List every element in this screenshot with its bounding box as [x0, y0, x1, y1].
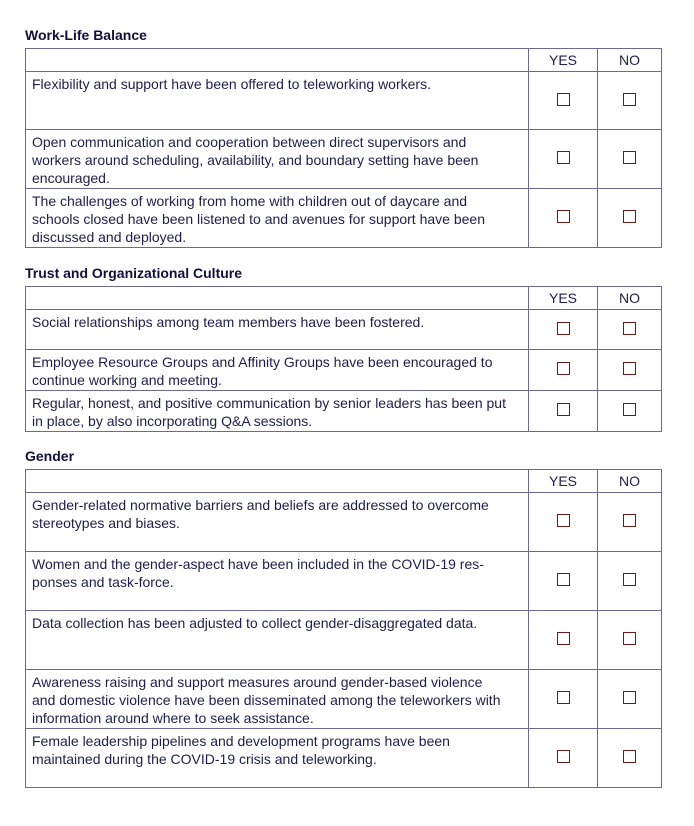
no-header: NO [597, 48, 662, 72]
header-blank [25, 469, 529, 493]
checklist-row: Social relationships among team members … [25, 309, 662, 350]
yes-cell [528, 551, 598, 611]
checkbox [556, 691, 570, 704]
checkbox [623, 573, 636, 586]
yes-cell [528, 610, 598, 670]
checklist-row: Flexibility and support have been offere… [25, 71, 662, 130]
yes-cell [528, 492, 598, 552]
item-text: Data collection has been adjusted to col… [25, 610, 529, 670]
yes-header: YES [528, 48, 598, 72]
no-header: NO [597, 469, 662, 493]
yes-header: YES [528, 286, 598, 310]
checkbox [623, 403, 636, 416]
item-text: Employee Resource Groups and Affinity Gr… [25, 349, 529, 391]
checkbox [556, 210, 570, 223]
header-blank [25, 286, 529, 310]
item-text: Social relationships among team members … [25, 309, 529, 350]
section-title: Gender [25, 448, 75, 464]
checkbox [556, 321, 570, 335]
checkbox [556, 632, 570, 645]
no-cell [597, 129, 662, 189]
no-cell [597, 492, 662, 552]
no-cell [597, 669, 662, 729]
header-row: YES NO [25, 286, 662, 310]
checklist-row: Regular, honest, and positive communicat… [25, 390, 662, 432]
header-row: YES NO [25, 469, 662, 493]
section: Work-Life Balance YES NO Flexibility and su… [25, 26, 662, 248]
checklist-row: Gender-related normative barriers and be… [25, 492, 662, 552]
item-text: Female leadership pipelines and developm… [25, 728, 529, 788]
checkbox [623, 750, 636, 763]
checkbox [556, 92, 570, 106]
yes-cell [528, 390, 598, 432]
checkbox [556, 403, 570, 416]
checkbox [556, 573, 570, 586]
no-cell [597, 610, 662, 670]
item-text: Gender-related normative barriers and be… [25, 492, 529, 552]
no-cell [597, 349, 662, 391]
header-blank [25, 48, 529, 72]
section-title: Work-Life Balance [25, 27, 147, 43]
checklist-row: Employee Resource Groups and Affinity Gr… [25, 349, 662, 391]
item-text: Regular, honest, and positive communicat… [25, 390, 529, 432]
checkbox [623, 210, 636, 223]
no-cell [597, 390, 662, 432]
checklist-row: Awareness raising and support measures a… [25, 669, 662, 729]
header-row: YES NO [25, 48, 662, 72]
checkbox [556, 514, 570, 527]
checkbox [556, 750, 570, 763]
checklist-row: Data collection has been adjusted to col… [25, 610, 662, 670]
checkbox [623, 691, 636, 704]
yes-cell [528, 129, 598, 189]
no-cell [597, 728, 662, 788]
section: Trust and Organizational Culture YES NO Soc… [25, 264, 662, 432]
no-cell [597, 551, 662, 611]
section-title: Trust and Organizational Culture [25, 265, 243, 281]
checklist-table: YES NO Gender-related normative barriers a… [25, 469, 662, 788]
item-text: Open communication and cooperation betwe… [25, 129, 529, 189]
item-text: Women and the gender-aspect have been in… [25, 551, 529, 611]
checkbox [623, 92, 636, 106]
checklist-row: Open communication and cooperation betwe… [25, 129, 662, 189]
no-cell [597, 188, 662, 248]
checkbox [556, 362, 570, 375]
yes-cell [528, 349, 598, 391]
checkbox [623, 151, 636, 164]
checkbox [623, 632, 636, 645]
yes-cell [528, 71, 598, 130]
yes-cell [528, 188, 598, 248]
checkbox [623, 514, 636, 527]
checklist-row: Female leadership pipelines and developm… [25, 728, 662, 788]
no-cell [597, 71, 662, 130]
yes-cell [528, 669, 598, 729]
yes-header: YES [528, 469, 598, 493]
no-cell [597, 309, 662, 350]
checkbox [556, 151, 570, 164]
no-header: NO [597, 286, 662, 310]
item-text: Flexibility and support have been offere… [25, 71, 529, 130]
item-text: Awareness raising and support measures a… [25, 669, 529, 729]
yes-cell [528, 728, 598, 788]
checkbox [623, 321, 636, 335]
checklist-row: The challenges of working from home with… [25, 188, 662, 248]
section: Gender YES NO Gender-related normative barr… [25, 447, 662, 788]
checklist-row: Women and the gender-aspect have been in… [25, 551, 662, 611]
yes-cell [528, 309, 598, 350]
checklist-table: YES NO Social relationships among team mem… [25, 286, 662, 432]
item-text: The challenges of working from home with… [25, 188, 529, 248]
checklist-table: YES NO Flexibility and support have been o… [25, 48, 662, 248]
checkbox [623, 362, 636, 375]
